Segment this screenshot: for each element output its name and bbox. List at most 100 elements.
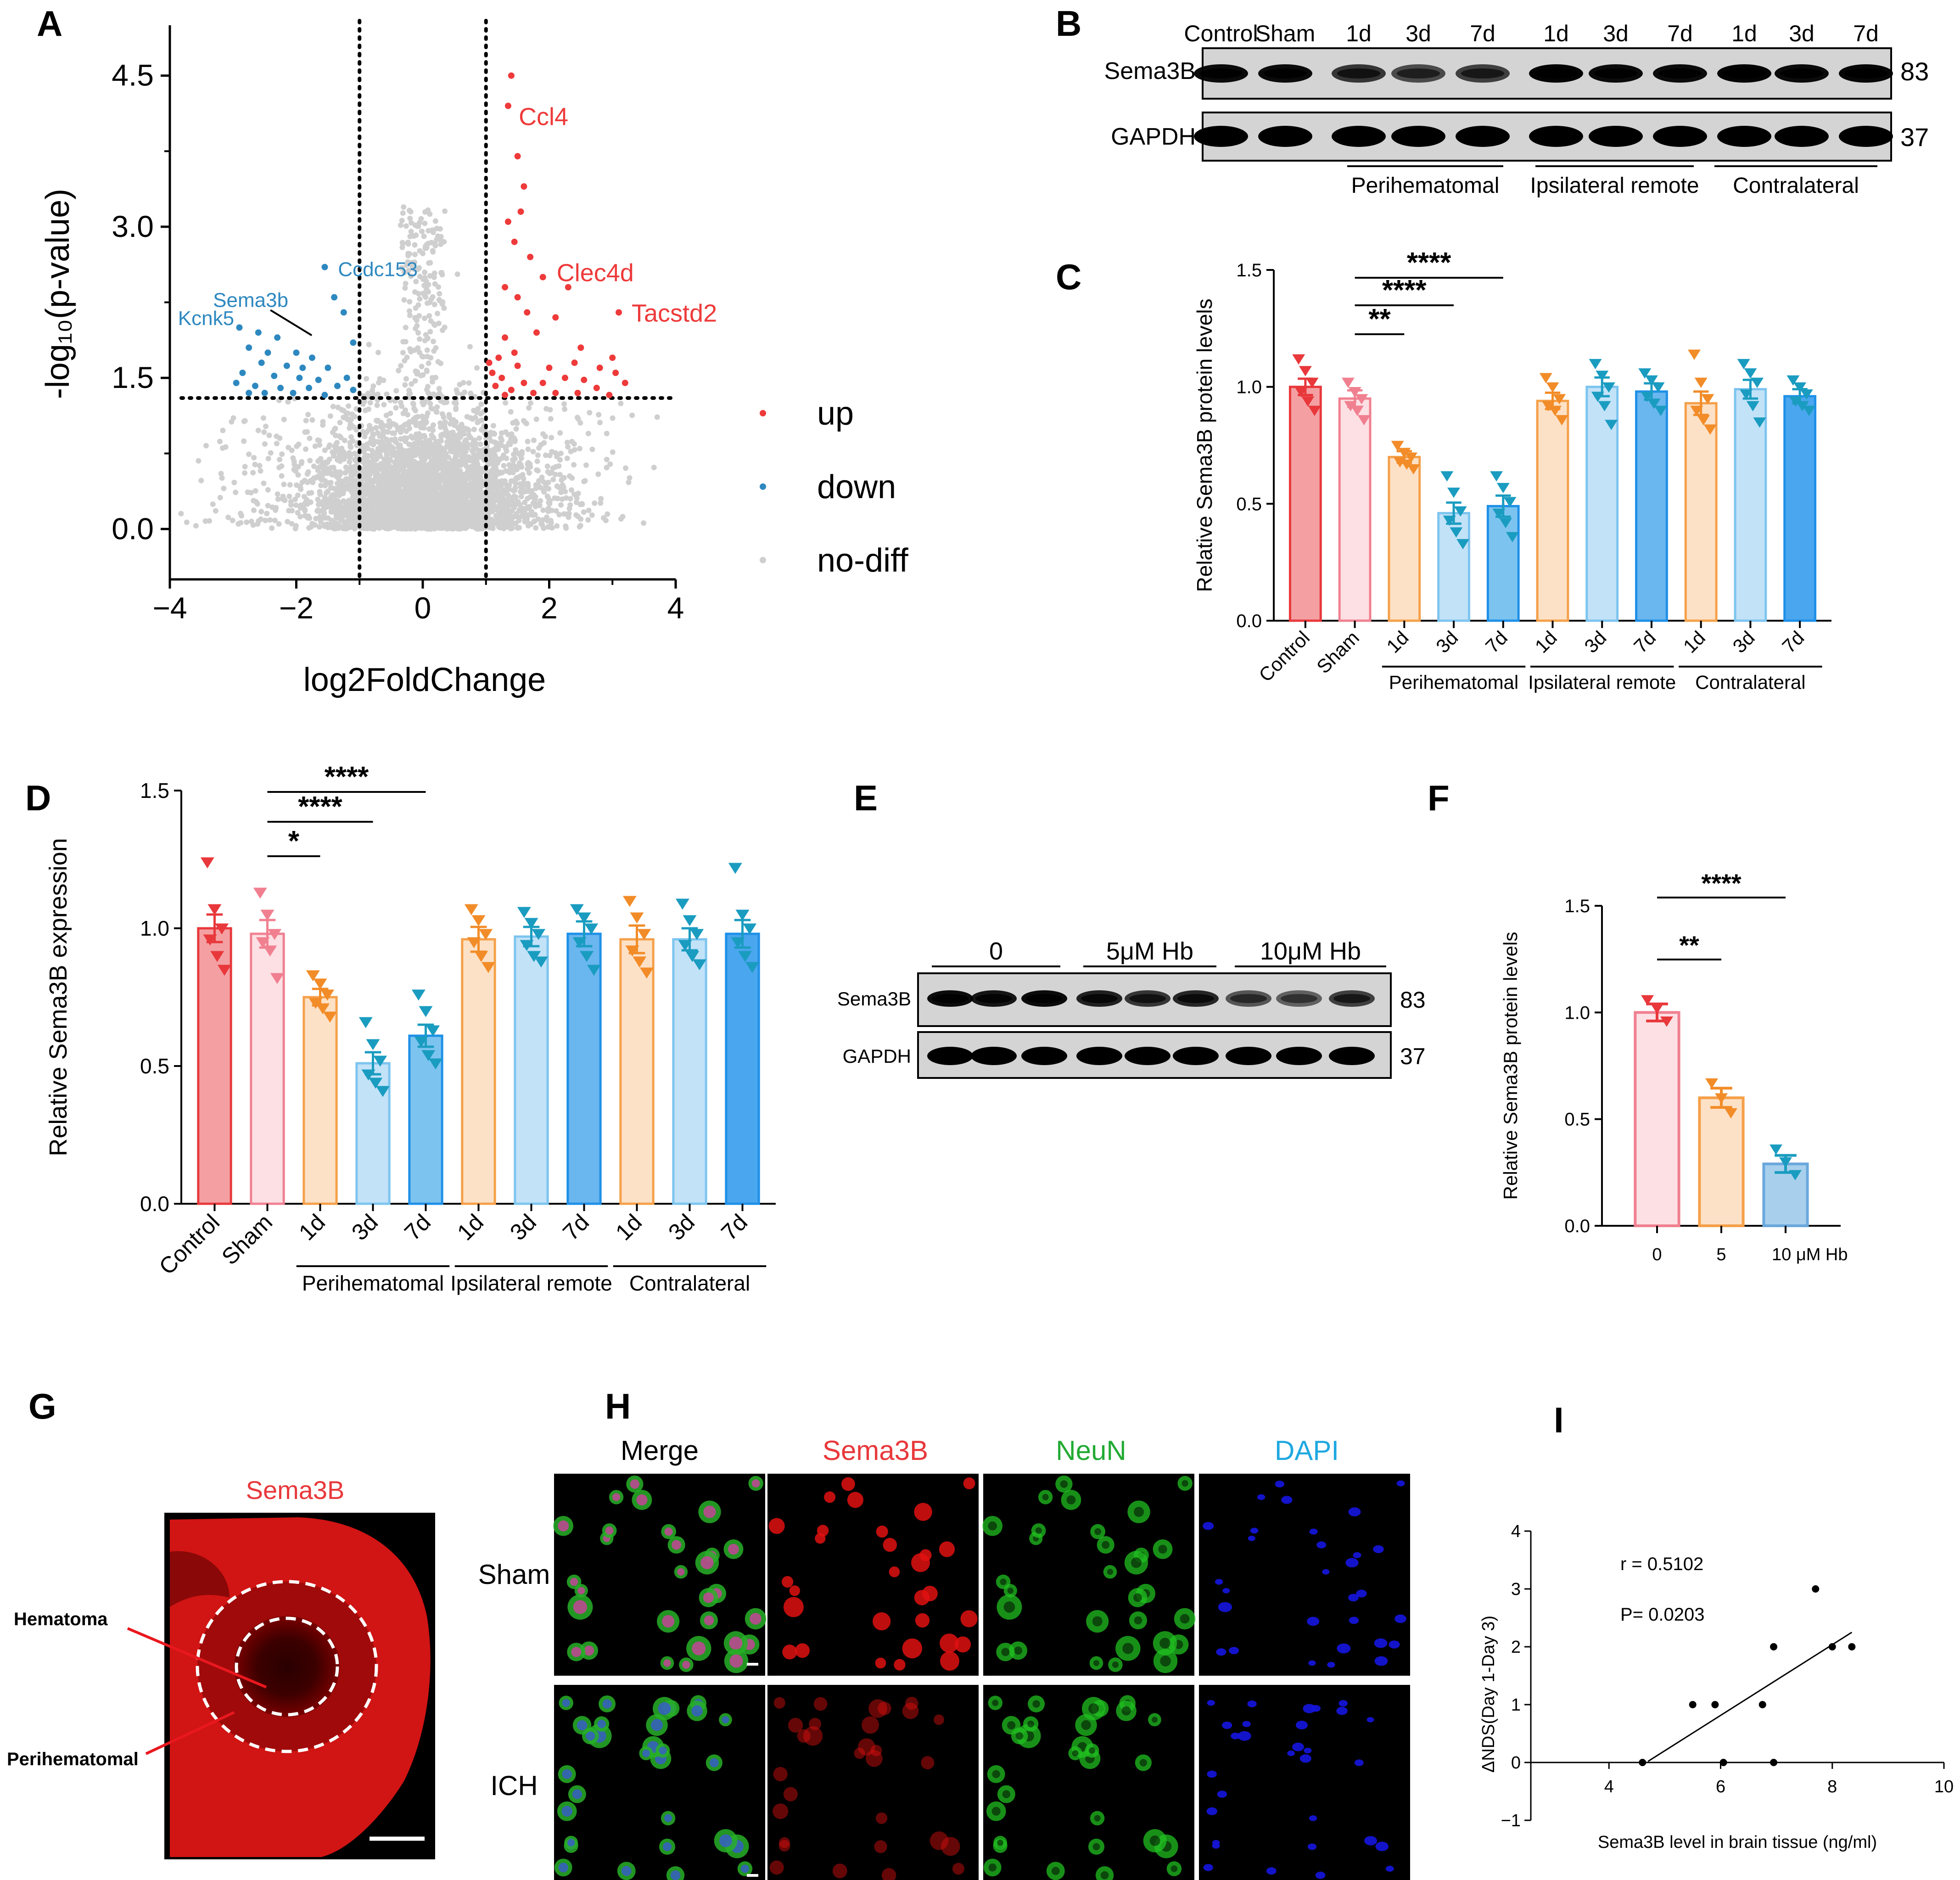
nodiff-point: [413, 408, 418, 414]
nodiff-point: [431, 447, 437, 453]
nodiff-point: [416, 517, 421, 523]
nodiff-point: [307, 435, 313, 441]
bar: [1684, 402, 1718, 622]
nodiff-point: [437, 451, 442, 457]
nodiff-point: [319, 501, 325, 507]
dapi-nucleus: [1345, 1558, 1359, 1568]
up-point: [495, 354, 502, 361]
category-label: 7d: [716, 1209, 752, 1246]
nucleus: [570, 1577, 578, 1586]
nodiff-point: [375, 472, 381, 478]
nodiff-point: [453, 468, 459, 474]
sema3b-signal: [883, 1538, 897, 1552]
data-point: [1496, 483, 1510, 494]
nodiff-point: [423, 477, 429, 483]
nodiff-point: [423, 441, 429, 447]
nodiff-point: [426, 313, 432, 319]
nucleus: [700, 1556, 714, 1569]
nodiff-point: [255, 427, 261, 433]
bar: [725, 932, 760, 1205]
nodiff-point: [627, 475, 633, 481]
dapi-nucleus: [1216, 1648, 1226, 1656]
neun-center: [1133, 1593, 1142, 1602]
nodiff-point: [540, 507, 546, 513]
nodiff-point: [530, 449, 536, 455]
up-point: [612, 370, 619, 376]
nodiff-point: [343, 411, 349, 417]
nodiff-point: [370, 383, 376, 389]
nodiff-point: [422, 399, 428, 405]
nodiff-point: [412, 471, 418, 477]
nodiff-point: [330, 496, 336, 502]
nodiff-point: [515, 464, 521, 470]
nodiff-point: [292, 496, 298, 502]
nodiff-point: [346, 450, 352, 456]
nodiff-point: [257, 463, 263, 469]
nodiff-points: [178, 204, 660, 532]
nucleus: [682, 1661, 690, 1669]
nodiff-point: [503, 445, 509, 451]
blot-kda-37: 37: [1900, 123, 1929, 152]
nodiff-point: [347, 510, 353, 516]
up-point: [486, 359, 493, 366]
dapi-nucleus: [1229, 1647, 1239, 1655]
nodiff-point: [427, 511, 433, 517]
nodiff-point: [279, 463, 285, 469]
nodiff-point: [408, 273, 414, 279]
nodiff-point: [333, 432, 339, 438]
sema3b-signal: [911, 1553, 930, 1572]
dapi-nucleus: [1222, 1588, 1230, 1594]
nodiff-point: [401, 472, 407, 478]
nodiff-point: [506, 510, 512, 516]
nodiff-point: [430, 379, 435, 385]
nodiff-point: [403, 281, 409, 286]
y-tick-label: 0.5: [140, 1054, 169, 1078]
nodiff-point: [558, 502, 564, 508]
nodiff-point: [441, 496, 447, 502]
nodiff-point: [330, 449, 336, 455]
nodiff-point: [335, 404, 341, 410]
gapdh-band-core: [1337, 130, 1381, 142]
up-point: [508, 387, 515, 393]
nodiff-point: [317, 489, 323, 494]
nodiff-point: [427, 401, 433, 407]
nodiff-point: [519, 449, 525, 455]
nodiff-point: [380, 426, 386, 432]
neun-center: [1182, 1480, 1188, 1487]
nodiff-point: [545, 469, 551, 475]
nodiff-point: [412, 252, 418, 258]
nodiff-point: [435, 310, 440, 316]
nodiff-point: [508, 526, 514, 532]
nodiff-point: [320, 419, 326, 425]
x-tick-label: 0: [414, 591, 431, 625]
nodiff-point: [446, 515, 452, 521]
bar: [619, 938, 655, 1205]
nodiff-point: [402, 285, 408, 291]
nodiff-point: [399, 425, 405, 431]
legend-label: down: [817, 469, 896, 505]
neun-center: [1066, 1495, 1076, 1504]
nodiff-point: [409, 220, 414, 226]
nodiff-point: [262, 441, 268, 447]
neun-center: [1134, 1616, 1142, 1625]
bar: [1635, 390, 1668, 622]
gapdh-band-core: [1534, 130, 1578, 142]
nodiff-point: [392, 438, 398, 444]
nodiff-point: [438, 234, 444, 240]
nodiff-point: [562, 406, 568, 412]
category-label: 1d: [294, 1209, 330, 1246]
nodiff-point: [328, 480, 334, 486]
down-points: [233, 264, 357, 398]
nodiff-point: [557, 457, 563, 463]
nodiff-point: [330, 465, 336, 471]
nodiff-point: [289, 521, 295, 527]
nodiff-point: [285, 519, 291, 525]
nodiff-point: [520, 472, 526, 477]
nodiff-point: [263, 517, 269, 523]
nodiff-point: [398, 222, 403, 228]
sema3b-signal: [817, 1525, 829, 1537]
nodiff-point: [466, 501, 472, 507]
nodiff-point: [401, 493, 406, 499]
nodiff-point: [242, 470, 248, 476]
nodiff-point: [526, 488, 532, 494]
